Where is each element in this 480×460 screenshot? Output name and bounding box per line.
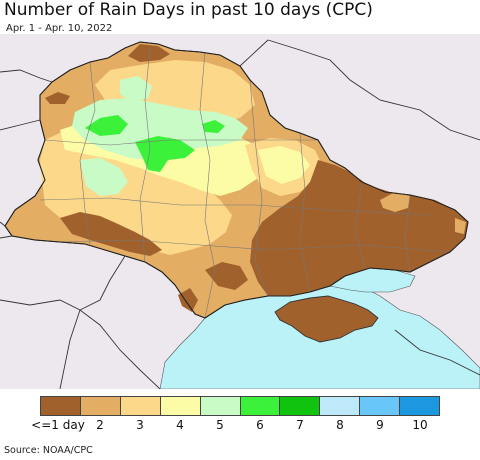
legend-label: 4 [176,418,184,432]
color-legend [40,396,440,416]
legend-swatch [119,397,160,415]
legend-swatch [199,397,240,415]
northwest-5-day-zone [120,76,152,102]
legend-swatch [359,397,400,415]
legend-label: 7 [296,418,304,432]
legend-swatch [319,397,360,415]
legend-label: 5 [216,418,224,432]
neighbour-borders [0,39,480,389]
legend-label: 8 [336,418,344,432]
legend-label: <=1 day [31,418,85,432]
legend-label: 9 [376,418,384,432]
rain-days-map [0,34,480,389]
northeast-4-day-zone [258,146,310,184]
legend-swatch [239,397,280,415]
north-6-day-patch-3 [202,120,225,133]
central-5-day-zone [80,158,128,196]
legend-label: 2 [96,418,104,432]
east-2-day-spot-2 [455,218,466,234]
ukraine-border [4,41,469,319]
north-6-day-patch-2 [135,136,195,172]
crimea [274,295,379,343]
legend-swatch [399,397,440,415]
source-credit: Source: NOAA/CPC [4,445,93,456]
legend-label: 10 [412,418,428,432]
southwest-dry-zone [60,212,162,256]
legend-swatch [159,397,200,415]
oblast-borders [39,47,451,319]
legend-swatch [279,397,320,415]
legend-label: 3 [136,418,144,432]
legend-labels: <=1 day 2 3 4 5 6 7 8 9 10 [31,418,440,434]
east-2-day-spot-1 [380,192,410,212]
northwest-dry-spot [45,92,70,104]
north-dry-spot [128,44,170,62]
north-6-day-patch-1 [85,115,128,136]
south-dry-spot [205,262,248,290]
legend-swatch [41,397,80,415]
legend-swatch [79,397,120,415]
south-coast-dry-spot [178,288,198,312]
map-title: Number of Rain Days in past 10 days (CPC… [4,0,373,20]
date-range-subtitle: Apr. 1 - Apr. 10, 2022 [6,23,113,34]
legend-label: 6 [256,418,264,432]
